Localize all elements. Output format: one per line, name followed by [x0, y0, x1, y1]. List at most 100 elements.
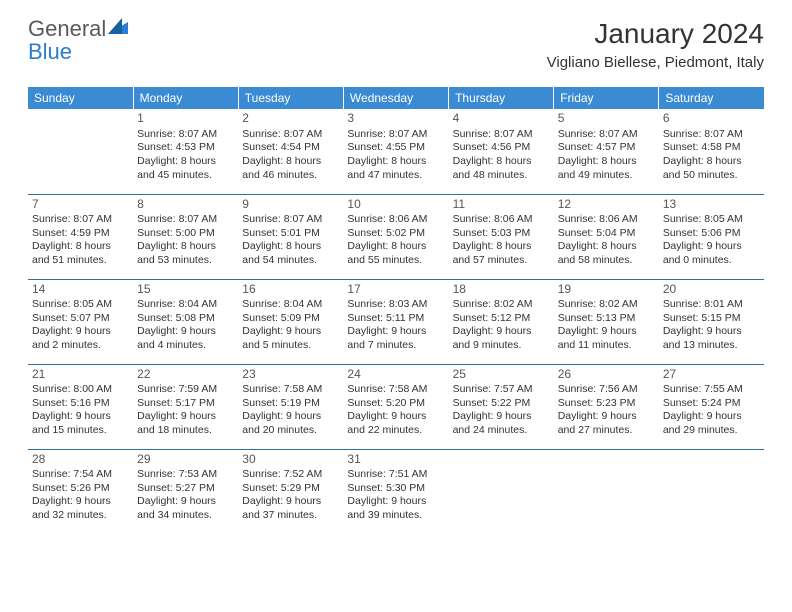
day-info-line: Sunset: 5:02 PM [347, 227, 444, 241]
weekday-header: Tuesday [238, 87, 343, 109]
day-number: 31 [347, 452, 444, 468]
calendar-day-cell: 30Sunrise: 7:52 AMSunset: 5:29 PMDayligh… [238, 449, 343, 534]
weekday-header: Monday [133, 87, 238, 109]
location-subtitle: Vigliano Biellese, Piedmont, Italy [547, 54, 764, 71]
day-info-line: Daylight: 9 hours [558, 325, 655, 339]
day-info-line: and 45 minutes. [137, 169, 234, 183]
day-info-line: and 51 minutes. [32, 254, 129, 268]
day-info-line: Sunset: 5:22 PM [453, 397, 550, 411]
day-number: 13 [663, 197, 760, 213]
day-number: 22 [137, 367, 234, 383]
day-info-line: and 37 minutes. [242, 509, 339, 523]
day-info-line: and 27 minutes. [558, 424, 655, 438]
weekday-header: Sunday [28, 87, 133, 109]
day-number: 26 [558, 367, 655, 383]
day-info-line: and 7 minutes. [347, 339, 444, 353]
day-number: 6 [663, 111, 760, 127]
calendar-day-cell: 26Sunrise: 7:56 AMSunset: 5:23 PMDayligh… [554, 364, 659, 449]
calendar-day-cell: 25Sunrise: 7:57 AMSunset: 5:22 PMDayligh… [449, 364, 554, 449]
day-info-line: Sunrise: 8:07 AM [663, 128, 760, 142]
day-number: 27 [663, 367, 760, 383]
day-info-line: Sunset: 4:54 PM [242, 141, 339, 155]
day-info-line: Daylight: 9 hours [347, 325, 444, 339]
day-info-line: and 39 minutes. [347, 509, 444, 523]
day-info-line: and 9 minutes. [453, 339, 550, 353]
day-info-line: Sunrise: 8:07 AM [137, 128, 234, 142]
day-info-line: Sunrise: 8:06 AM [558, 213, 655, 227]
day-info-line: Daylight: 9 hours [558, 410, 655, 424]
day-info-line: Sunrise: 8:05 AM [32, 298, 129, 312]
day-info-line: Daylight: 9 hours [453, 410, 550, 424]
calendar-body: 1Sunrise: 8:07 AMSunset: 4:53 PMDaylight… [28, 109, 764, 534]
day-info-line: Daylight: 8 hours [137, 155, 234, 169]
day-info-line: Sunrise: 8:05 AM [663, 213, 760, 227]
day-info-line: Daylight: 8 hours [347, 240, 444, 254]
day-number: 7 [32, 197, 129, 213]
calendar-day-cell: 24Sunrise: 7:58 AMSunset: 5:20 PMDayligh… [343, 364, 448, 449]
day-info-line: and 47 minutes. [347, 169, 444, 183]
day-info-line: Sunrise: 7:54 AM [32, 468, 129, 482]
day-info-line: Sunrise: 7:56 AM [558, 383, 655, 397]
day-info-line: Sunrise: 8:00 AM [32, 383, 129, 397]
day-number: 14 [32, 282, 129, 298]
day-info-line: Sunrise: 8:01 AM [663, 298, 760, 312]
day-info-line: Sunrise: 8:04 AM [242, 298, 339, 312]
day-info-line: Sunset: 4:59 PM [32, 227, 129, 241]
calendar-day-cell: 28Sunrise: 7:54 AMSunset: 5:26 PMDayligh… [28, 449, 133, 534]
day-info-line: Daylight: 9 hours [453, 325, 550, 339]
calendar-day-cell: 19Sunrise: 8:02 AMSunset: 5:13 PMDayligh… [554, 279, 659, 364]
day-number: 23 [242, 367, 339, 383]
day-info-line: Sunset: 5:16 PM [32, 397, 129, 411]
calendar-week-row: 1Sunrise: 8:07 AMSunset: 4:53 PMDaylight… [28, 109, 764, 194]
calendar-day-cell: 17Sunrise: 8:03 AMSunset: 5:11 PMDayligh… [343, 279, 448, 364]
day-info-line: Sunset: 4:58 PM [663, 141, 760, 155]
day-info-line: and 11 minutes. [558, 339, 655, 353]
day-info-line: Daylight: 9 hours [32, 495, 129, 509]
day-info-line: Sunset: 5:26 PM [32, 482, 129, 496]
day-info-line: Daylight: 8 hours [453, 155, 550, 169]
brand-part2: Blue [28, 39, 72, 64]
day-info-line: Daylight: 9 hours [242, 495, 339, 509]
day-info-line: Sunset: 5:19 PM [242, 397, 339, 411]
day-number: 24 [347, 367, 444, 383]
day-info-line: Sunrise: 7:52 AM [242, 468, 339, 482]
day-info-line: Sunrise: 8:03 AM [347, 298, 444, 312]
day-info-line: Daylight: 8 hours [32, 240, 129, 254]
day-info-line: Sunset: 4:53 PM [137, 141, 234, 155]
day-info-line: Daylight: 9 hours [347, 495, 444, 509]
day-info-line: Sunset: 5:06 PM [663, 227, 760, 241]
day-info-line: Sunrise: 8:02 AM [453, 298, 550, 312]
day-info-line: Daylight: 9 hours [663, 240, 760, 254]
day-info-line: Sunrise: 8:07 AM [242, 128, 339, 142]
day-number: 15 [137, 282, 234, 298]
calendar-day-cell: 3Sunrise: 8:07 AMSunset: 4:55 PMDaylight… [343, 109, 448, 194]
calendar-day-cell [449, 449, 554, 534]
day-info-line: Daylight: 9 hours [242, 410, 339, 424]
day-info-line: Sunset: 5:29 PM [242, 482, 339, 496]
weekday-header: Wednesday [343, 87, 448, 109]
day-info-line: and 58 minutes. [558, 254, 655, 268]
day-info-line: Sunset: 5:17 PM [137, 397, 234, 411]
day-info-line: and 15 minutes. [32, 424, 129, 438]
day-number: 2 [242, 111, 339, 127]
day-info-line: Sunset: 5:23 PM [558, 397, 655, 411]
calendar-week-row: 14Sunrise: 8:05 AMSunset: 5:07 PMDayligh… [28, 279, 764, 364]
day-info-line: and 46 minutes. [242, 169, 339, 183]
day-info-line: and 48 minutes. [453, 169, 550, 183]
calendar-day-cell: 10Sunrise: 8:06 AMSunset: 5:02 PMDayligh… [343, 194, 448, 279]
day-info-line: Sunset: 5:30 PM [347, 482, 444, 496]
day-info-line: Sunset: 5:04 PM [558, 227, 655, 241]
day-info-line: and 50 minutes. [663, 169, 760, 183]
day-info-line: Sunrise: 7:53 AM [137, 468, 234, 482]
day-number: 8 [137, 197, 234, 213]
day-info-line: and 24 minutes. [453, 424, 550, 438]
day-info-line: Daylight: 8 hours [242, 155, 339, 169]
day-number: 16 [242, 282, 339, 298]
day-info-line: Sunset: 5:01 PM [242, 227, 339, 241]
day-number: 3 [347, 111, 444, 127]
calendar-day-cell: 1Sunrise: 8:07 AMSunset: 4:53 PMDaylight… [133, 109, 238, 194]
day-number: 17 [347, 282, 444, 298]
day-number: 11 [453, 197, 550, 213]
day-info-line: Daylight: 9 hours [137, 410, 234, 424]
day-info-line: and 55 minutes. [347, 254, 444, 268]
